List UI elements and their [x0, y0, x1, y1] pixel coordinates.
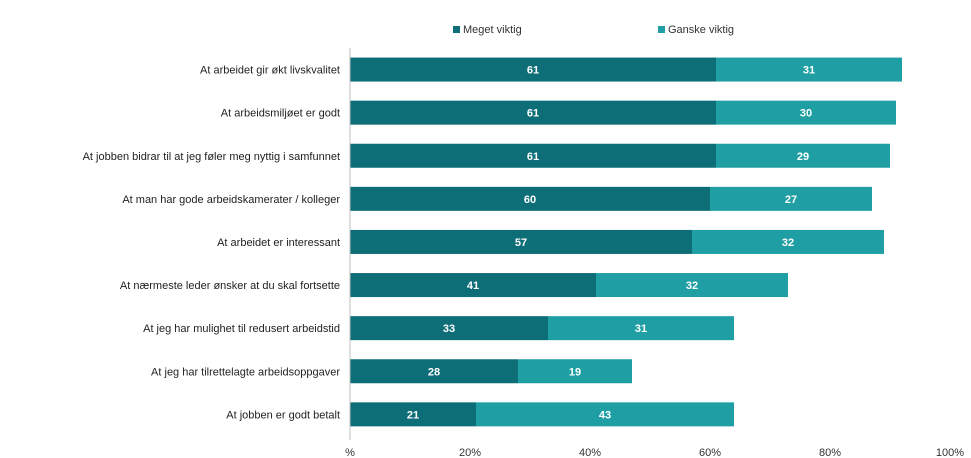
- bar-segment: [716, 57, 902, 82]
- bar-value-label: 43: [599, 409, 611, 421]
- category-label: At arbeidet er interessant: [217, 237, 340, 249]
- legend-label-2: Ganske viktig: [668, 24, 734, 36]
- category-label: At jeg har mulighet til redusert arbeids…: [143, 323, 340, 335]
- bar-segment: [350, 100, 716, 125]
- category-label: At nærmeste leder ønsker at du skal fort…: [120, 280, 340, 292]
- legend: Meget viktig Ganske viktig: [453, 24, 734, 36]
- bar-segment: [476, 402, 734, 427]
- bar-segment: [692, 229, 884, 254]
- x-axis-ticks: % 20% 40% 60% 80% 100%: [345, 447, 964, 458]
- bar-value-label: 28: [428, 366, 440, 378]
- bar-segment: [716, 100, 896, 125]
- x-tick-label: 20%: [459, 447, 481, 458]
- bar-value-label: 30: [800, 108, 812, 120]
- x-tick-label: 80%: [819, 447, 841, 458]
- bar-segment: [350, 186, 710, 211]
- legend-swatch-2: [658, 26, 665, 33]
- bar-value-label: 32: [782, 237, 794, 249]
- bar-value-label: 29: [797, 151, 809, 163]
- x-tick-label: 60%: [699, 447, 721, 458]
- bar-segment: [350, 143, 716, 168]
- category-label: At jeg har tilrettelagte arbeidsoppgaver: [151, 366, 340, 378]
- category-label: At arbeidsmiljøet er godt: [221, 108, 340, 120]
- bar-value-label: 32: [686, 280, 698, 292]
- bar-value-label: 57: [515, 237, 527, 249]
- category-label: At jobben bidrar til at jeg føler meg ny…: [83, 151, 340, 163]
- bar-value-label: 60: [524, 194, 536, 206]
- category-label: At man har gode arbeidskamerater / kolle…: [122, 194, 340, 206]
- bar-segment: [350, 273, 596, 298]
- bar-value-label: 19: [569, 366, 581, 378]
- bar-segment: [716, 143, 890, 168]
- bar-segment: [518, 359, 632, 384]
- bar-value-label: 61: [527, 108, 539, 120]
- category-label: At arbeidet gir økt livskvalitet: [200, 65, 340, 77]
- bar-value-label: 31: [803, 65, 815, 77]
- bar-value-label: 27: [785, 194, 797, 206]
- bar-value-label: 61: [527, 65, 539, 77]
- bar-segment: [710, 186, 872, 211]
- legend-label-1: Meget viktig: [463, 24, 522, 36]
- category-labels: At arbeidet gir økt livskvalitet At arbei…: [83, 65, 341, 422]
- x-tick-label: 100%: [936, 447, 964, 458]
- bar-segment: [350, 359, 518, 384]
- bars: 61 31 61 30 61 29 60 27 57 32 41 32 33 31 28 19 21 43: [350, 57, 902, 427]
- bar-segment: [350, 229, 692, 254]
- bar-segment: [596, 273, 788, 298]
- bar-value-label: 41: [467, 280, 479, 292]
- bar-value-label: 21: [407, 409, 419, 421]
- bar-segment: [350, 402, 476, 427]
- bar-value-label: 61: [527, 151, 539, 163]
- bar-segment: [350, 57, 716, 82]
- bar-value-label: 31: [635, 323, 647, 335]
- category-label: At jobben er godt betalt: [226, 409, 340, 421]
- x-tick-label: %: [345, 447, 355, 458]
- bar-segment: [350, 316, 548, 341]
- bar-segment: [548, 316, 734, 341]
- x-tick-label: 40%: [579, 447, 601, 458]
- bar-value-label: 33: [443, 323, 455, 335]
- legend-swatch-1: [453, 26, 460, 33]
